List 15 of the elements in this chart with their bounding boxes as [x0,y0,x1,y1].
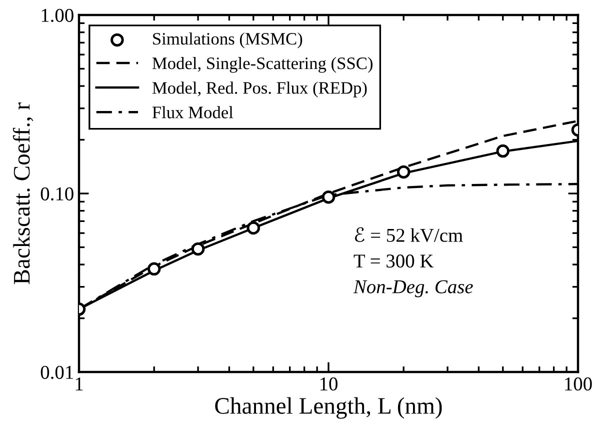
legend-label: Model, Red. Pos. Flux (REDp) [152,82,367,98]
x-axis-title: Channel Length, L (nm) [215,397,442,419]
legend-label: Flux Model [152,106,234,118]
y-tick-label: 0.10 [40,187,74,201]
annotation: ℰ = 52 kV/cm [354,227,463,242]
y-axis-title: Backscatt. Coeff., r [12,102,34,284]
annotation: Non-Deg. Case [353,280,473,298]
y-tick-label: 1.00 [42,8,74,22]
x-tick-label: 100 [565,377,592,391]
x-tick-label: 1 [76,378,83,390]
x-tick-label: 10 [320,377,338,391]
annotation: T = 300 K [354,254,434,268]
legend-label: Model, Single-Scattering (SSC) [152,57,372,73]
y-tick-label: 0.01 [40,366,73,380]
legend-label: Simulations (MSMC) [153,32,302,48]
